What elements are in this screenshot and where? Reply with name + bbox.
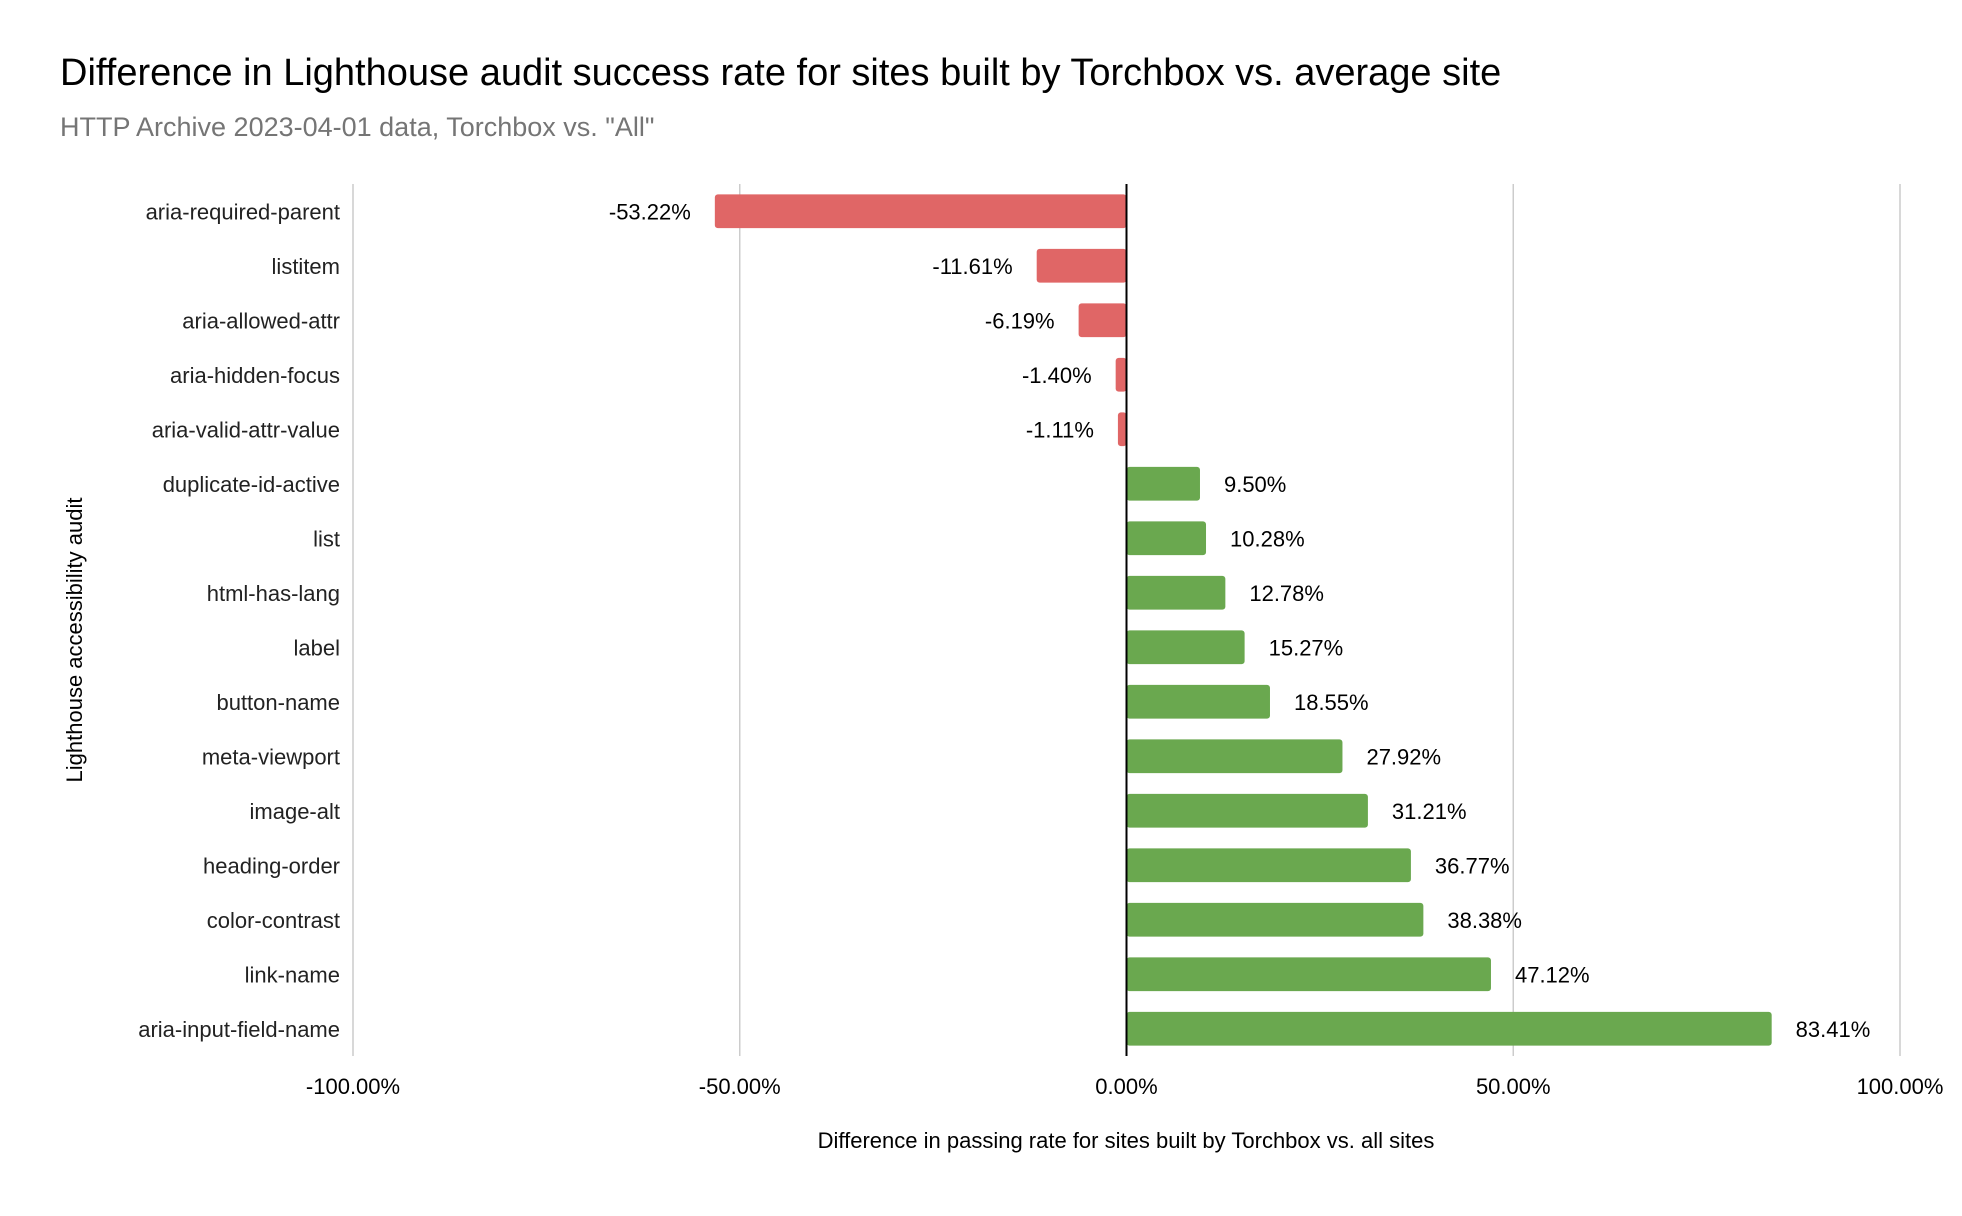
bars <box>714 194 1772 1046</box>
x-tick-label: 0.00% <box>1095 1074 1157 1099</box>
category-label: heading-order <box>203 853 340 878</box>
value-label: 31.21% <box>1392 799 1467 824</box>
x-tick-label: -50.00% <box>699 1074 781 1099</box>
value-label: 15.27% <box>1269 635 1344 660</box>
value-label: 27.92% <box>1366 744 1441 769</box>
bar <box>1126 848 1411 883</box>
value-label: 18.55% <box>1294 690 1369 715</box>
category-label: aria-allowed-attr <box>182 308 340 333</box>
x-tick-label: 50.00% <box>1476 1074 1551 1099</box>
value-label: -11.61% <box>932 254 1012 279</box>
bar <box>1126 1011 1772 1046</box>
category-labels: aria-required-parent listitem aria-allowed… <box>138 199 340 1042</box>
category-label: meta-viewport <box>202 744 340 769</box>
bar <box>1126 630 1245 665</box>
value-label: 12.78% <box>1249 581 1324 606</box>
grid-lines <box>352 184 1901 1056</box>
bar <box>1126 521 1207 556</box>
bar <box>1126 466 1200 501</box>
value-label: 47.12% <box>1515 962 1590 987</box>
category-label: color-contrast <box>207 908 340 933</box>
chart-title: Difference in Lighthouse audit success r… <box>60 52 1502 94</box>
bar <box>1126 957 1491 992</box>
value-label: 83.41% <box>1796 1017 1871 1042</box>
bar <box>1126 739 1343 774</box>
bar <box>714 194 1127 229</box>
category-label: list <box>313 526 340 551</box>
x-tick-labels: -100.00% -50.00% 0.00% 50.00% 100.00% <box>306 1074 1944 1099</box>
category-label: image-alt <box>250 799 340 824</box>
bar <box>1115 357 1127 392</box>
bar <box>1036 248 1127 283</box>
category-label: aria-hidden-focus <box>170 363 340 388</box>
x-tick-label: 100.00% <box>1857 1074 1944 1099</box>
category-label: listitem <box>272 254 340 279</box>
value-label: 38.38% <box>1447 908 1522 933</box>
category-label: label <box>294 635 340 660</box>
value-label: 9.50% <box>1224 472 1286 497</box>
category-label: html-has-lang <box>207 581 340 606</box>
bar <box>1126 793 1368 828</box>
category-label: aria-valid-attr-value <box>152 417 340 442</box>
value-labels: -53.22% -11.61% -6.19% -1.40% -1.11% 9.50% 10.… <box>609 199 1870 1042</box>
bar <box>1078 303 1127 338</box>
value-label: -1.40% <box>1022 363 1092 388</box>
y-axis-title: Lighthouse accessibility audit <box>62 498 87 783</box>
chart-subtitle: HTTP Archive 2023-04-01 data, Torchbox v… <box>60 112 655 142</box>
category-label: duplicate-id-active <box>163 472 340 497</box>
value-label: 10.28% <box>1230 526 1305 551</box>
value-label: -1.11% <box>1026 417 1094 442</box>
bar <box>1117 412 1127 447</box>
category-label: link-name <box>245 962 340 987</box>
category-label: button-name <box>216 690 340 715</box>
bar <box>1126 575 1226 610</box>
value-label: -6.19% <box>985 308 1055 333</box>
value-label: 36.77% <box>1435 853 1510 878</box>
x-tick-label: -100.00% <box>306 1074 400 1099</box>
category-label: aria-input-field-name <box>138 1017 340 1042</box>
bar <box>1126 902 1424 937</box>
category-label: aria-required-parent <box>146 199 340 224</box>
x-axis-title: Difference in passing rate for sites bui… <box>818 1128 1435 1153</box>
bar <box>1126 684 1270 719</box>
value-label: -53.22% <box>609 199 691 224</box>
